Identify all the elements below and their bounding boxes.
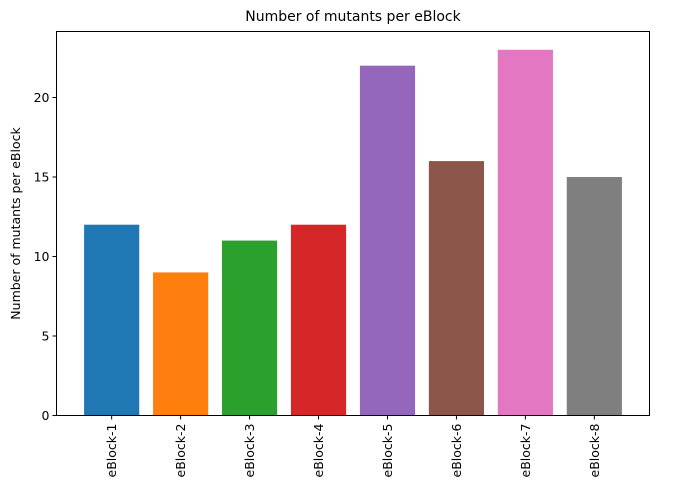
bar-eBlock-8 — [566, 176, 622, 416]
x-tick-label: eBlock-5 — [380, 424, 395, 478]
x-tick-label: eBlock-6 — [449, 423, 464, 477]
bar-eBlock-2 — [153, 272, 209, 416]
bar-eBlock-1 — [84, 224, 140, 416]
x-tick-label: eBlock-1 — [104, 424, 119, 478]
x-axis-ticks: eBlock-1 eBlock-2 eBlock-3 eBlock-4 eBlock-5… — [104, 415, 602, 478]
x-tick-label: eBlock-4 — [311, 423, 326, 477]
x-tick-label: eBlock-8 — [587, 423, 602, 477]
bar-eBlock-4 — [290, 224, 347, 416]
chart-title: Number of mutants per eBlock — [245, 9, 461, 25]
x-tick-label: eBlock-7 — [518, 424, 533, 478]
plot-frame — [56, 31, 650, 416]
bar-eBlock-7 — [497, 49, 553, 416]
bar-eBlock-6 — [428, 161, 485, 416]
y-tick-label: 15 — [34, 169, 50, 184]
y-tick-label: 20 — [34, 90, 50, 105]
y-axis-title: Number of mutants per eBlock — [8, 127, 23, 320]
y-tick-label: 0 — [42, 408, 50, 423]
x-tick-label: eBlock-3 — [242, 424, 257, 478]
y-tick-label: 10 — [34, 249, 50, 264]
y-tick-label: 5 — [42, 328, 50, 343]
x-tick-label: eBlock-2 — [173, 424, 188, 478]
bar-eBlock-5 — [359, 65, 416, 416]
bars-group — [84, 49, 622, 416]
y-axis-ticks: 0 5 10 15 20 — [34, 90, 57, 423]
bar-eBlock-3 — [221, 240, 278, 416]
